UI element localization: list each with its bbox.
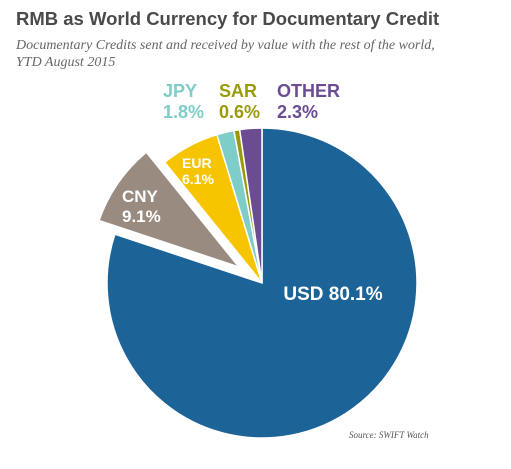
slice-value-sar: 0.6% (219, 102, 260, 122)
chart-subtitle: Documentary Credits sent and received by… (16, 37, 506, 71)
slice-label-sar: SAR (219, 81, 257, 101)
pie-slice-cny (93, 146, 252, 276)
slice-value-eur: 6.1% (182, 171, 214, 187)
slice-label-usd-name: USD (283, 284, 323, 305)
slice-value-usd: 80.1% (323, 284, 382, 305)
source-note: Source: SWIFT Watch (349, 430, 429, 440)
pie-slices (93, 127, 418, 439)
slice-label-eur: EUR (182, 155, 212, 171)
slice-value-jpy: 1.8% (163, 102, 204, 122)
pie-slice-other (238, 127, 263, 284)
slice-label-jpy: JPY (163, 81, 197, 101)
slice-label-other: OTHER (277, 81, 340, 101)
chart-title: RMB as World Currency for Documentary Cr… (16, 8, 440, 29)
subtitle-line-2: YTD August 2015 (16, 55, 116, 70)
slice-value-cny: 9.1% (122, 207, 161, 226)
slice-label-cny: CNY (122, 187, 159, 206)
pie-slice-usd (106, 127, 418, 439)
subtitle-line-1: Documentary Credits sent and received by… (16, 38, 435, 53)
slice-value-other: 2.3% (277, 102, 318, 122)
slice-label-usd: USD 80.1% (283, 284, 382, 305)
